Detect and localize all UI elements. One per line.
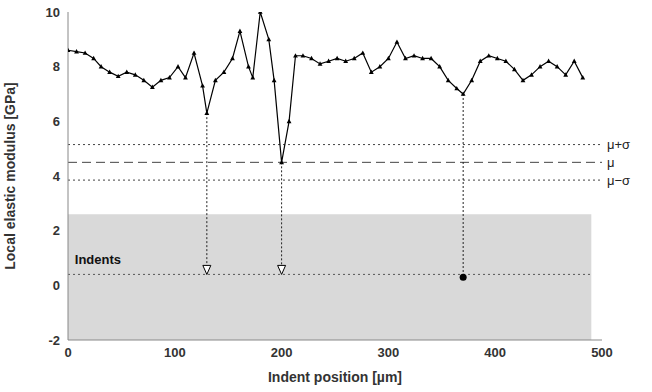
svg-text:0: 0 — [53, 278, 60, 293]
svg-text:200: 200 — [271, 345, 293, 360]
svg-text:μ+σ: μ+σ — [607, 137, 630, 152]
svg-text:Indents: Indents — [75, 252, 121, 267]
svg-text:6: 6 — [53, 114, 60, 129]
svg-text:300: 300 — [378, 345, 400, 360]
svg-text:500: 500 — [591, 345, 613, 360]
svg-text:Indent position [µm]: Indent position [µm] — [268, 369, 402, 385]
svg-text:μ−σ: μ−σ — [607, 173, 630, 188]
svg-text:Local elastic modulus [GPa]: Local elastic modulus [GPa] — [2, 82, 18, 270]
svg-text:8: 8 — [53, 59, 60, 74]
svg-text:100: 100 — [164, 345, 186, 360]
svg-text:2: 2 — [53, 223, 60, 238]
svg-text:4: 4 — [53, 169, 61, 184]
svg-text:-2: -2 — [48, 333, 60, 348]
svg-text:10: 10 — [46, 5, 60, 20]
svg-text:0: 0 — [64, 345, 71, 360]
svg-text:400: 400 — [484, 345, 506, 360]
svg-text:μ: μ — [607, 155, 615, 170]
